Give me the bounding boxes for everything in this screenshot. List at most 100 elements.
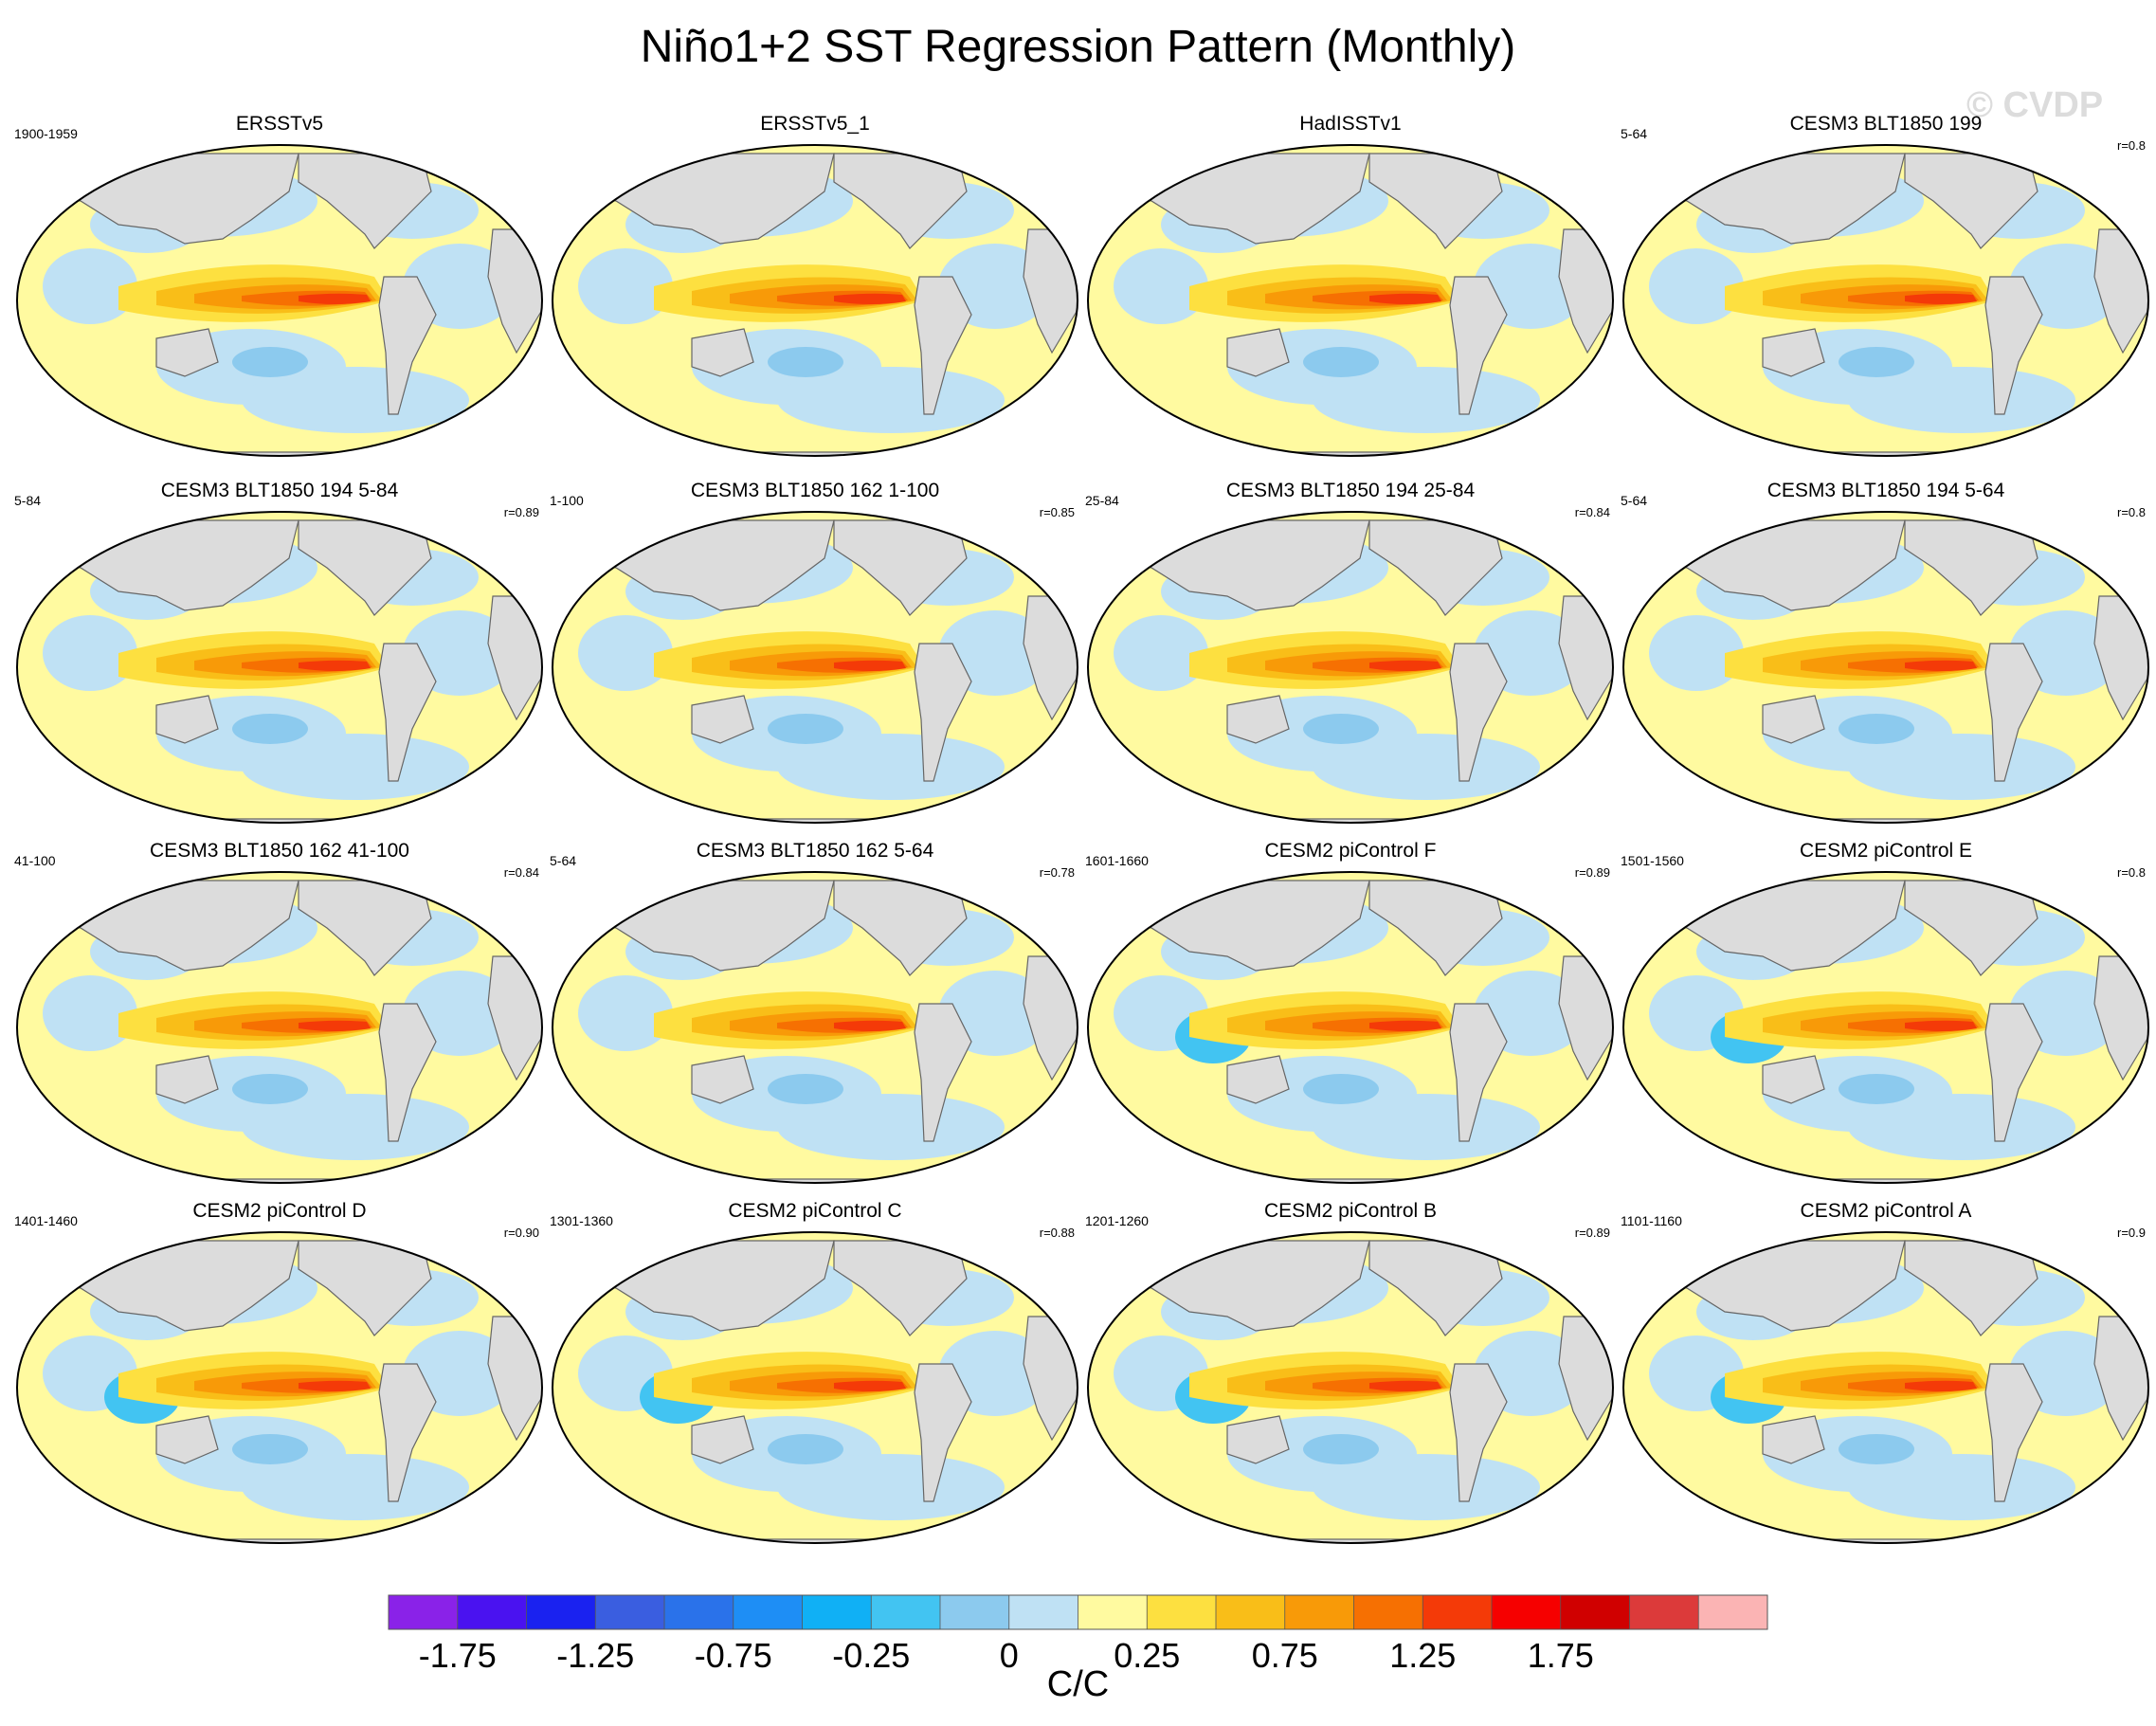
land-australia [691, 1415, 754, 1464]
map-panel: CESM2 piControl E 1501-1560 r=0.8 [1621, 839, 2151, 1199]
warm-tongue-contour [1369, 293, 1441, 304]
map-outline [552, 511, 1078, 824]
warm-tongue-contour [1905, 1380, 1977, 1391]
panel-period: 1301-1360 [550, 1213, 613, 1228]
map-outline [16, 144, 543, 457]
cool-anomaly-region [1313, 367, 1540, 433]
map-panel: ERSSTv5_1 [550, 112, 1080, 472]
cool-anomaly-region [242, 1454, 469, 1520]
land-greenland [440, 880, 490, 905]
map-outline [1087, 871, 1614, 1184]
warm-tongue-contour [1905, 1020, 1977, 1031]
land-australia [155, 328, 219, 377]
cool-anomaly-region [43, 975, 137, 1051]
land-antarctica [1623, 818, 2148, 823]
pattern-correlation: r=0.8 [2117, 505, 2146, 519]
land-antarctica [17, 1178, 542, 1183]
regression-map [552, 511, 1078, 824]
land-greenland [1511, 1240, 1561, 1265]
land-australia [1762, 1415, 1825, 1464]
land-australia [1226, 328, 1290, 377]
cool-anomaly-region [1114, 248, 1208, 324]
warm-tongue-contour [1369, 1380, 1441, 1391]
pattern-correlation: r=0.8 [2117, 138, 2146, 153]
colorbar-swatch [733, 1595, 803, 1629]
colorbar-swatch [457, 1595, 527, 1629]
map-panel: CESM2 piControl D 1401-1460 r=0.90 [14, 1199, 545, 1559]
land-australia [1762, 1055, 1825, 1104]
colorbar-swatch [1078, 1595, 1148, 1629]
cool-anomaly-core [1303, 714, 1379, 744]
cool-anomaly-core [1303, 347, 1379, 377]
colorbar-swatch [1008, 1595, 1078, 1629]
map-outline [552, 871, 1078, 1184]
map-panel: HadISSTv1 [1085, 112, 1616, 472]
land-greenland [1511, 153, 1561, 178]
page-title: Niño1+2 SST Regression Pattern (Monthly) [640, 22, 1516, 72]
panel-period: 1900-1959 [14, 126, 78, 141]
cool-anomaly-region [578, 975, 673, 1051]
panel-title: HadISSTv1 [1299, 113, 1402, 135]
colorbar-swatch [1216, 1595, 1286, 1629]
land-south-america [914, 1003, 972, 1142]
regression-map [552, 1231, 1078, 1544]
panel-period: 5-64 [1621, 493, 1648, 508]
colorbar-swatch [1353, 1595, 1423, 1629]
land-south-america [914, 1363, 972, 1502]
pattern-correlation: r=0.90 [503, 1226, 539, 1240]
cool-anomaly-region [242, 367, 469, 433]
panel-period: 25-84 [1085, 493, 1119, 508]
cool-anomaly-region [777, 1454, 1005, 1520]
land-australia [691, 328, 754, 377]
land-antarctica [1088, 1178, 1613, 1183]
panel-title: CESM2 piControl F [1264, 840, 1437, 862]
warm-tongue-contour [834, 660, 906, 671]
cool-anomaly-region [242, 734, 469, 800]
land-greenland [975, 153, 1025, 178]
land-australia [691, 1055, 754, 1104]
panel-period: 1501-1560 [1621, 853, 1684, 868]
panel-period: 1-100 [550, 493, 584, 508]
pattern-correlation: r=0.89 [1574, 1226, 1610, 1240]
panel-title: CESM2 piControl A [1800, 1200, 1972, 1222]
land-antarctica [17, 1538, 542, 1543]
colorbar-swatch [1560, 1595, 1630, 1629]
land-south-america [1984, 643, 2043, 782]
regression-map [1087, 144, 1614, 457]
land-greenland [975, 880, 1025, 905]
colorbar-swatch [1284, 1595, 1354, 1629]
warm-tongue-contour [299, 660, 371, 671]
warm-tongue-contour [834, 1380, 906, 1391]
panel-title: CESM2 piControl C [728, 1200, 902, 1222]
warm-tongue-contour [299, 1380, 371, 1391]
land-greenland [2046, 519, 2096, 545]
panel-period: 41-100 [14, 853, 56, 868]
map-panel: CESM3 BLT1850 162 5-64 5-64 r=0.78 [550, 839, 1080, 1199]
map-panel: CESM2 piControl F 1601-1660 r=0.89 [1085, 839, 1616, 1199]
panel-period: 5-64 [550, 853, 577, 868]
map-outline [16, 1231, 543, 1544]
map-outline [552, 144, 1078, 457]
panel-period: 1601-1660 [1085, 853, 1149, 868]
regression-map [552, 144, 1078, 457]
land-south-america [1449, 1363, 1508, 1502]
colorbar-swatch [1147, 1595, 1217, 1629]
land-south-america [378, 1363, 437, 1502]
cool-anomaly-core [1303, 1434, 1379, 1464]
land-greenland [440, 153, 490, 178]
land-south-america [378, 276, 437, 415]
panel-title: ERSSTv5_1 [760, 113, 870, 135]
cool-anomaly-region [1313, 734, 1540, 800]
land-greenland [2046, 153, 2096, 178]
map-outline [16, 871, 543, 1184]
panel-title: CESM3 BLT1850 194 25-84 [1225, 480, 1476, 501]
cool-anomaly-region [1649, 615, 1744, 691]
cool-anomaly-region [578, 248, 673, 324]
regression-map [1087, 511, 1614, 824]
panel-title: CESM2 piControl D [192, 1200, 367, 1222]
cool-anomaly-core [1839, 714, 1914, 744]
land-antarctica [1623, 451, 2148, 456]
regression-map [16, 511, 543, 824]
regression-map [16, 871, 543, 1184]
land-greenland [2046, 880, 2096, 905]
